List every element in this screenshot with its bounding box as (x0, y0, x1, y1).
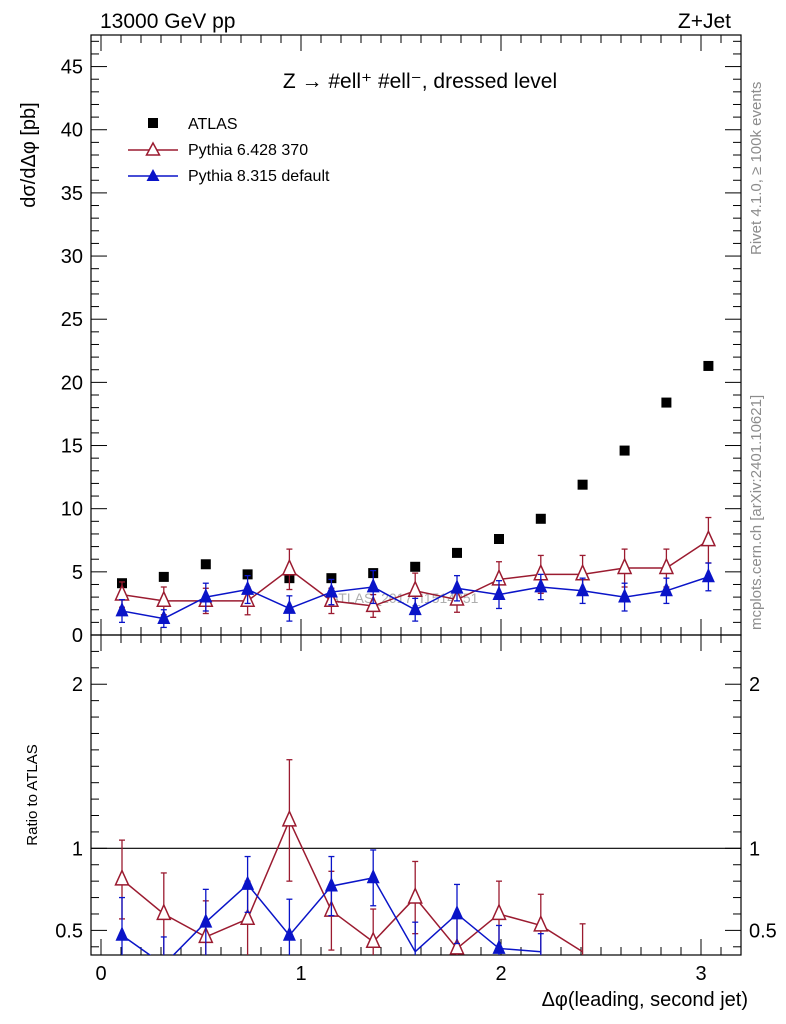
ratio-y-tick-label-right: 1 (749, 838, 760, 860)
x-tick-label: 1 (295, 963, 306, 985)
data-point-atlas (326, 573, 337, 584)
ratio-line-pythia6 (121, 818, 583, 953)
data-point-pythia8 (701, 567, 715, 583)
x-tick-label: 2 (495, 963, 506, 985)
ratio-point-pythia6 (156, 903, 172, 921)
data-point-atlas (494, 534, 504, 544)
ratio-plot-frame (90, 634, 742, 956)
data-point-atlas (452, 547, 462, 558)
ratio-point-pythia8 (366, 868, 380, 884)
header-right: Z+Jet (678, 10, 731, 33)
ratio-series-group (114, 759, 586, 955)
main-y-tick-label: 0 (72, 625, 83, 647)
legend-marker-pythia6 (145, 141, 161, 156)
main-series-group (114, 360, 717, 629)
ratio-point-pythia6 (533, 914, 549, 932)
ratio-point-pythia6 (449, 937, 465, 955)
data-point-pythia6 (616, 557, 633, 575)
ratio-y-tick-label-right: 2 (749, 674, 760, 696)
ratio-point-pythia8 (115, 926, 129, 941)
x-axis-label: Δφ(leading, second jet) (542, 989, 748, 1011)
legend-label-pythia6: Pythia 6.428 370 (188, 142, 308, 159)
data-point-atlas (577, 479, 588, 490)
ratio-point-pythia6 (239, 908, 256, 926)
legend-label-pythia8: Pythia 8.315 default (188, 168, 330, 185)
header-left: 13000 GeV pp (100, 10, 235, 33)
ratio-point-pythia6 (365, 931, 381, 949)
data-point-atlas (200, 559, 211, 570)
data-point-pythia8 (450, 579, 464, 594)
ratio-point-pythia8 (492, 939, 506, 954)
side-label-rivet: Rivet 4.1.0, ≥ 100k events (748, 82, 765, 255)
main-axis-ticks: 0 5 10 15 20 25 30 35 40 45 (61, 40, 741, 647)
data-point-pythia8 (115, 602, 129, 617)
main-y-tick-label: 20 (61, 372, 83, 394)
ratio-y-tick-label-right: 0.5 (749, 920, 777, 942)
chart-title: Z → #ell⁺ #ell⁻, dressed level (283, 70, 557, 93)
data-point-pythia8 (576, 581, 590, 597)
main-y-tick-label: 5 (72, 562, 83, 584)
data-point-pythia8 (241, 580, 255, 595)
x-axis-ticks: 0 1 2 3 (95, 35, 722, 985)
legend-marker-atlas (148, 118, 158, 128)
ratio-y-axis-label: Ratio to ATLAS (24, 744, 41, 845)
main-y-tick-label: 35 (61, 183, 83, 205)
main-y-tick-label: 40 (61, 120, 83, 142)
data-point-pythia6 (407, 579, 423, 597)
main-y-tick-label: 45 (61, 57, 83, 79)
ratio-point-pythia8 (199, 913, 213, 928)
data-point-pythia8 (366, 578, 380, 593)
y-axis-label: dσ/dΔφ [pb] (18, 102, 40, 207)
ratio-point-pythia6 (407, 886, 423, 904)
data-point-atlas (158, 571, 169, 582)
data-point-pythia6 (658, 557, 675, 575)
data-point-pythia6 (156, 590, 172, 608)
data-point-pythia8 (618, 588, 632, 603)
side-label-mcplots: mcplots.cern.ch [arXiv:2401.10621] (748, 395, 765, 630)
data-point-atlas (535, 513, 546, 524)
watermark: ATLAS_2017_I1514251 (330, 590, 479, 606)
legend: ATLAS Pythia 6.428 370 Pythia 8.315 defa… (128, 116, 330, 185)
data-point-pythia8 (157, 609, 171, 624)
legend-label-atlas: ATLAS (188, 116, 238, 133)
data-point-pythia6 (365, 595, 381, 613)
data-point-pythia8 (324, 583, 338, 598)
ratio-y-tick-label: 0.5 (55, 920, 83, 942)
ratio-point-pythia8 (324, 877, 338, 892)
x-tick-label: 0 (95, 963, 106, 985)
ratio-y-tick-label: 1 (72, 838, 83, 860)
ratio-point-pythia8 (241, 875, 255, 890)
ratio-point-pythia6 (114, 868, 130, 886)
data-point-atlas (410, 561, 421, 572)
data-point-pythia8 (199, 588, 213, 603)
ratio-point-pythia6 (491, 903, 507, 921)
data-point-atlas (619, 445, 630, 456)
data-point-pythia8 (408, 600, 422, 616)
data-point-pythia8 (282, 599, 296, 614)
main-y-tick-label: 10 (61, 499, 83, 521)
x-tick-label: 3 (695, 963, 706, 985)
ratio-point-pythia8 (450, 904, 464, 920)
legend-marker-pythia8 (146, 169, 160, 181)
data-point-pythia8 (659, 581, 673, 597)
ratio-axis-ticks: 0.5 0.5 1 1 2 2 (55, 650, 777, 948)
data-point-atlas (661, 397, 672, 408)
data-point-pythia6 (700, 529, 717, 547)
data-point-pythia8 (492, 585, 506, 600)
data-point-atlas (242, 569, 253, 580)
ratio-y-tick-label: 2 (72, 674, 83, 696)
ratio-point-pythia8 (282, 926, 296, 941)
data-point-pythia8 (534, 578, 548, 593)
main-y-tick-label: 30 (61, 246, 83, 268)
main-y-tick-label: 25 (61, 309, 83, 331)
data-point-atlas (703, 360, 714, 371)
data-point-pythia6 (281, 558, 298, 576)
main-y-tick-label: 15 (61, 436, 83, 458)
ratio-point-pythia6 (281, 809, 298, 827)
